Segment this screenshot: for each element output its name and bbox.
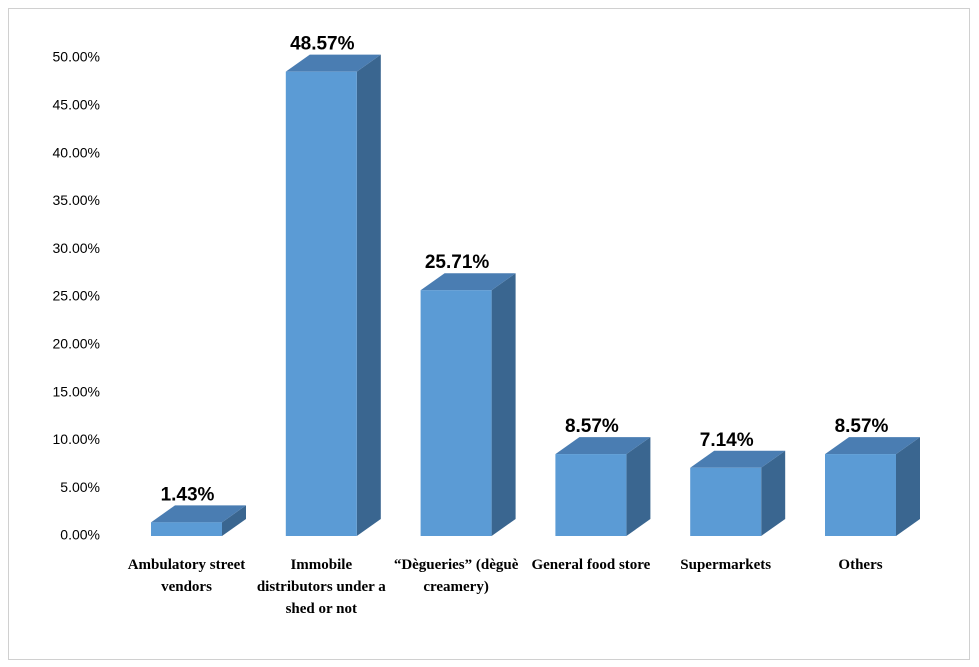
value-label: 1.43% — [161, 484, 215, 505]
value-label: 8.57% — [835, 416, 889, 437]
bar-top — [690, 450, 786, 468]
bar-top — [420, 273, 516, 291]
value-label: 25.71% — [425, 252, 490, 273]
x-tick-label: “Dègueries” (dèguè creamery) — [393, 557, 519, 595]
x-tick-label: Immobile distributors under a shed or no… — [256, 557, 386, 617]
y-tick-label: 5.00% — [60, 479, 100, 495]
value-label: 8.57% — [565, 416, 619, 437]
bar-side — [356, 54, 381, 536]
x-tick-label: General food store — [531, 557, 651, 573]
y-tick-label: 20.00% — [53, 336, 100, 352]
y-tick-label: 50.00% — [53, 49, 100, 65]
bar-top — [825, 437, 920, 455]
y-tick-label: 45.00% — [53, 97, 100, 113]
chart-frame — [8, 8, 970, 660]
bar — [555, 454, 627, 536]
y-tick-label: 30.00% — [53, 240, 100, 256]
bar — [151, 522, 222, 536]
bar — [420, 290, 492, 536]
y-tick-label: 40.00% — [53, 144, 100, 160]
y-tick-label: 15.00% — [53, 383, 100, 399]
bar-side — [896, 437, 920, 536]
y-tick-label: 25.00% — [53, 288, 100, 304]
bar-top — [555, 437, 651, 455]
y-tick-label: 0.00% — [60, 527, 100, 543]
bar — [285, 71, 357, 536]
value-label: 7.14% — [700, 430, 754, 451]
bar — [690, 467, 762, 536]
bar-side — [626, 437, 651, 536]
bar-top — [285, 54, 381, 72]
y-tick-label: 35.00% — [53, 192, 100, 208]
bar-side — [491, 273, 516, 536]
x-tick-label: Others — [838, 557, 883, 573]
bar — [825, 454, 896, 536]
x-tick-label: Ambulatory street vendors — [127, 557, 246, 595]
x-tick-label: Supermarkets — [680, 557, 772, 573]
bar-side — [761, 450, 786, 536]
bar-side — [222, 505, 246, 536]
bar-top — [151, 505, 246, 523]
value-label: 48.57% — [290, 34, 355, 55]
y-tick-label: 10.00% — [53, 431, 100, 447]
